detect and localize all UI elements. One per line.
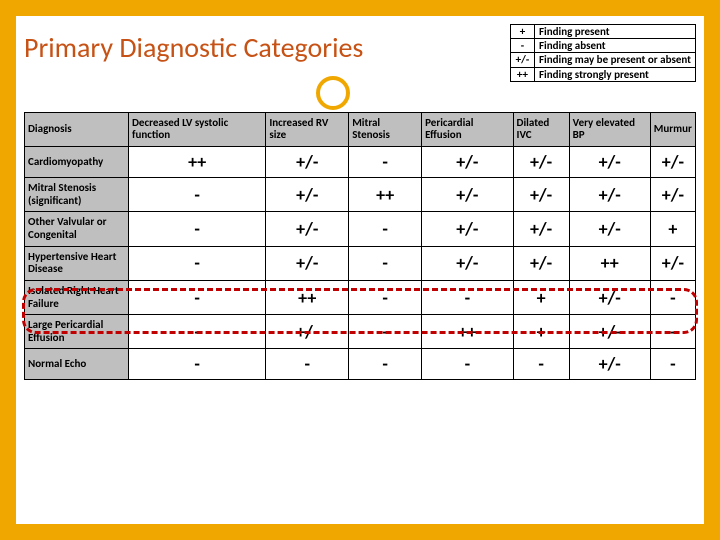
column-header: Pericardial Effusion — [422, 112, 513, 146]
legend-desc: Finding may be present or absent — [534, 53, 695, 67]
table-cell: - — [349, 280, 422, 314]
page-title: Primary Diagnostic Categories — [24, 24, 510, 65]
diagnostic-table: DiagnosisDecreased LV systolic functionI… — [24, 112, 696, 381]
table-cell: - — [129, 178, 266, 212]
legend-table: +Finding present-Finding absent+/-Findin… — [510, 24, 696, 82]
column-header: Very elevated BP — [569, 112, 650, 146]
table-cell: - — [349, 212, 422, 246]
table-cell: - — [129, 280, 266, 314]
table-cell: +/- — [266, 178, 349, 212]
table-cell: - — [422, 280, 513, 314]
legend-symbol: + — [510, 25, 534, 39]
table-cell: +/- — [650, 178, 695, 212]
table-cell: +/- — [650, 147, 695, 178]
row-label: Large Pericardial Effusion — [25, 315, 129, 349]
table-cell: ++ — [349, 178, 422, 212]
table-cell: - — [129, 315, 266, 349]
table-cell: - — [513, 349, 569, 380]
row-label: Other Valvular or Congenital — [25, 212, 129, 246]
table-cell: +/- — [422, 246, 513, 280]
table-cell: - — [349, 315, 422, 349]
table-cell: - — [129, 246, 266, 280]
table-row: Mitral Stenosis (significant)-+/-+++/-+/… — [25, 178, 696, 212]
table-cell: +/- — [266, 246, 349, 280]
table-cell: +/- — [513, 147, 569, 178]
table-cell: + — [513, 315, 569, 349]
column-header: Decreased LV systolic function — [129, 112, 266, 146]
table-cell: +/- — [569, 147, 650, 178]
table-cell: - — [650, 349, 695, 380]
row-label: Hypertensive Heart Disease — [25, 246, 129, 280]
legend-desc: Finding absent — [534, 39, 695, 53]
table-cell: - — [349, 147, 422, 178]
table-row: Cardiomyopathy+++/--+/-+/-+/-+/- — [25, 147, 696, 178]
table-cell: +/- — [569, 315, 650, 349]
row-label: Normal Echo — [25, 349, 129, 380]
legend-symbol: - — [510, 39, 534, 53]
table-cell: +/- — [569, 178, 650, 212]
table-cell: ++ — [569, 246, 650, 280]
table-cell: +/- — [569, 212, 650, 246]
table-cell: - — [129, 349, 266, 380]
table-cell: - — [422, 349, 513, 380]
table-row: Isolated Right Heart Failure-++--++/-- — [25, 280, 696, 314]
table-row: Normal Echo-----+/-- — [25, 349, 696, 380]
table-cell: +/- — [650, 246, 695, 280]
table-cell: +/- — [569, 349, 650, 380]
table-cell: +/- — [266, 212, 349, 246]
table-cell: +/- — [569, 280, 650, 314]
row-label: Cardiomyopathy — [25, 147, 129, 178]
table-row: Hypertensive Heart Disease-+/--+/-+/-+++… — [25, 246, 696, 280]
table-cell: - — [129, 212, 266, 246]
table-cell: - — [349, 246, 422, 280]
table-cell: - — [349, 349, 422, 380]
table-cell: +/- — [513, 178, 569, 212]
table-row: Other Valvular or Congenital-+/--+/-+/-+… — [25, 212, 696, 246]
column-header: Dilated IVC — [513, 112, 569, 146]
table-cell: - — [650, 315, 695, 349]
legend-desc: Finding strongly present — [534, 67, 695, 81]
row-label: Mitral Stenosis (significant) — [25, 178, 129, 212]
table-cell: ++ — [129, 147, 266, 178]
table-cell: ++ — [422, 315, 513, 349]
column-header: Diagnosis — [25, 112, 129, 146]
table-row: Large Pericardial Effusion-+/--++++/-- — [25, 315, 696, 349]
table-cell: +/- — [422, 212, 513, 246]
row-label: Isolated Right Heart Failure — [25, 280, 129, 314]
table-cell: +/- — [422, 178, 513, 212]
table-cell: ++ — [266, 280, 349, 314]
table-cell: +/- — [266, 147, 349, 178]
table-cell: +/- — [266, 315, 349, 349]
column-header: Murmur — [650, 112, 695, 146]
column-header: Increased RV size — [266, 112, 349, 146]
legend-symbol: ++ — [510, 67, 534, 81]
table-cell: + — [513, 280, 569, 314]
legend-symbol: +/- — [510, 53, 534, 67]
table-cell: - — [650, 280, 695, 314]
table-cell: +/- — [513, 246, 569, 280]
table-cell: +/- — [513, 212, 569, 246]
table-cell: - — [266, 349, 349, 380]
column-header: Mitral Stenosis — [349, 112, 422, 146]
legend-desc: Finding present — [534, 25, 695, 39]
table-cell: +/- — [422, 147, 513, 178]
circle-marker — [316, 76, 350, 110]
table-cell: + — [650, 212, 695, 246]
